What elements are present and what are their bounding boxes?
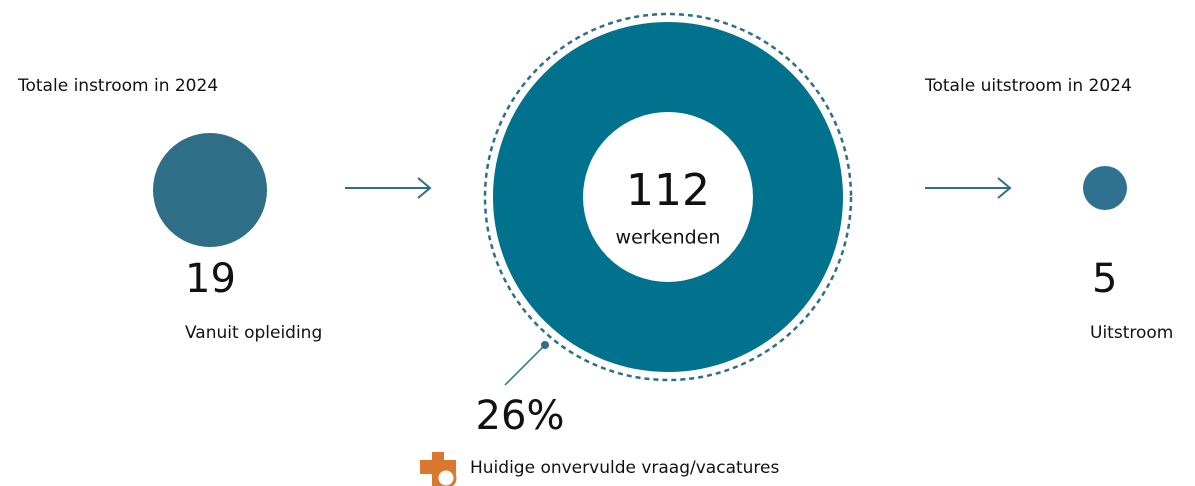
inflow-label: Vanuit opleiding <box>185 323 322 343</box>
arrow-in <box>345 177 432 199</box>
inflow-circle <box>153 133 267 247</box>
leader-dot <box>541 341 549 349</box>
outflow-label: Uitstroom <box>1090 323 1173 343</box>
vacancy-icon <box>420 452 457 486</box>
outflow-value: 5 <box>1092 256 1117 302</box>
inflow-value: 19 <box>185 256 236 302</box>
vacancy-label: Huidige onvervulde vraag/vacatures <box>470 458 780 478</box>
arrow-out <box>925 177 1012 199</box>
workforce-value: 112 <box>626 165 710 216</box>
workforce-label: werkenden <box>616 227 721 249</box>
leader-line <box>504 344 546 386</box>
outflow-title: Totale uitstroom in 2024 <box>924 76 1132 96</box>
inflow-title: Totale instroom in 2024 <box>17 76 218 96</box>
workforce-donut <box>493 22 843 372</box>
outflow-circle <box>1083 166 1127 210</box>
dashed-ring <box>483 12 853 382</box>
vacancy-value: 26% <box>476 393 565 439</box>
